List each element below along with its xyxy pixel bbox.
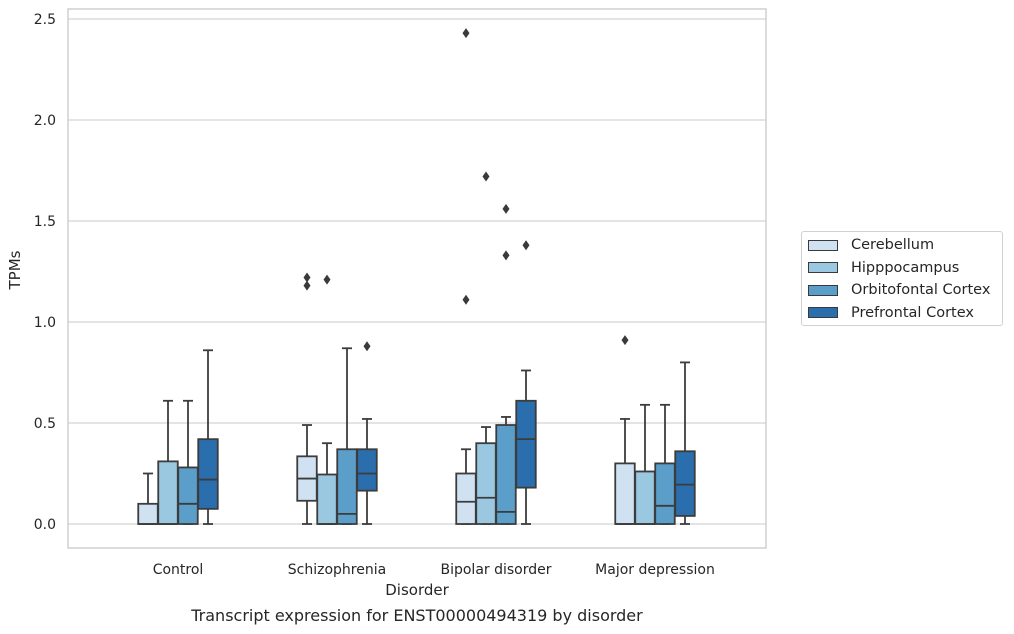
outlier-point bbox=[462, 28, 470, 39]
plot-area bbox=[137, 28, 696, 525]
outlier-point bbox=[323, 274, 331, 285]
x-tick-label: Major depression bbox=[595, 562, 715, 578]
outlier-point bbox=[303, 280, 311, 291]
iqr-box bbox=[336, 448, 358, 525]
box-orbitofontal-cortex-0 bbox=[177, 399, 199, 525]
iqr-box bbox=[475, 442, 497, 525]
axes-border bbox=[67, 8, 767, 549]
iqr-box bbox=[674, 450, 696, 517]
outlier-point bbox=[502, 250, 510, 261]
legend-item: Cerebellum bbox=[808, 235, 934, 255]
box-cerebellum-3 bbox=[614, 335, 636, 525]
iqr-box bbox=[455, 472, 477, 525]
iqr-box bbox=[654, 462, 676, 525]
x-tick-label: Control bbox=[153, 562, 204, 578]
grid-lines bbox=[68, 18, 766, 525]
box-hipppocampus-0 bbox=[157, 399, 179, 525]
legend: Cerebellum Hipppocampus Orbitofontal Corte… bbox=[801, 231, 1003, 326]
iqr-box bbox=[157, 460, 179, 525]
box-orbitofontal-cortex-2 bbox=[495, 203, 517, 525]
legend-swatch bbox=[808, 262, 838, 273]
chart-caption: Transcript expression for ENST0000049431… bbox=[191, 606, 643, 625]
iqr-box bbox=[316, 473, 338, 525]
axes-frame bbox=[67, 8, 767, 549]
box-prefrontal-cortex-2 bbox=[515, 240, 537, 525]
y-tick-label: 1.5 bbox=[34, 214, 56, 230]
iqr-box bbox=[495, 424, 517, 525]
x-tick-label: Bipolar disorder bbox=[440, 562, 551, 578]
iqr-box bbox=[137, 502, 159, 525]
legend-swatch bbox=[808, 239, 838, 251]
legend-label: Prefrontal Cortex bbox=[851, 304, 974, 321]
y-tick-label: 2.0 bbox=[34, 113, 56, 129]
y-tick-label: 2.5 bbox=[34, 12, 56, 28]
y-tick-labels: 0.0 0.5 1.0 1.5 2.0 2.5 bbox=[34, 12, 56, 533]
legend-label: Cerebellum bbox=[851, 237, 935, 253]
x-tick-labels: Control Schizophrenia Bipolar disorder Majo… bbox=[153, 562, 715, 578]
outlier-point bbox=[482, 171, 490, 182]
y-tick-label: 0.0 bbox=[34, 517, 56, 533]
box-prefrontal-cortex-3 bbox=[674, 361, 696, 525]
box-hipppocampus-3 bbox=[634, 403, 656, 525]
iqr-box bbox=[177, 466, 199, 525]
y-axis-label: TPMs bbox=[6, 250, 24, 290]
iqr-box bbox=[634, 470, 656, 525]
outlier-point bbox=[621, 335, 629, 346]
outlier-point bbox=[522, 240, 530, 251]
outlier-point bbox=[462, 294, 470, 305]
legend-label: Orbitofontal Cortex bbox=[851, 282, 991, 298]
box-cerebellum-2 bbox=[455, 28, 477, 525]
box-orbitofontal-cortex-1 bbox=[336, 347, 358, 525]
legend-label: Hipppocampus bbox=[851, 259, 960, 276]
box-prefrontal-cortex-0 bbox=[197, 349, 219, 525]
legend-item: Prefrontal Cortex bbox=[808, 303, 974, 323]
iqr-box bbox=[197, 438, 219, 510]
y-tick-label: 0.5 bbox=[34, 416, 56, 432]
iqr-box bbox=[356, 448, 378, 492]
iqr-box bbox=[515, 399, 537, 489]
legend-swatch bbox=[808, 284, 838, 296]
outlier-point bbox=[363, 341, 371, 352]
y-tick-label: 1.0 bbox=[34, 315, 56, 331]
outlier-point bbox=[502, 203, 510, 214]
legend-item: Orbitofontal Cortex bbox=[808, 280, 990, 300]
x-tick-label: Schizophrenia bbox=[288, 562, 386, 578]
x-axis-label: Disorder bbox=[385, 581, 449, 599]
box-cerebellum-0 bbox=[137, 472, 159, 525]
box-hipppocampus-2 bbox=[475, 171, 497, 525]
legend-swatch bbox=[808, 307, 838, 318]
box-prefrontal-cortex-1 bbox=[356, 341, 378, 525]
iqr-box bbox=[614, 462, 636, 525]
legend-item: Hipppocampus bbox=[808, 258, 959, 278]
box-cerebellum-1 bbox=[296, 272, 318, 525]
box-hipppocampus-1 bbox=[316, 274, 338, 525]
outlier-point bbox=[303, 272, 311, 283]
